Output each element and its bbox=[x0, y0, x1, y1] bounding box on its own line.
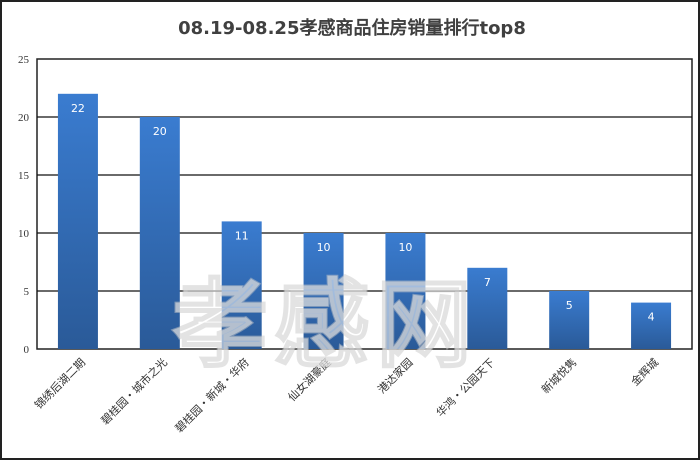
data-label: 22 bbox=[71, 102, 85, 115]
x-tick-label: 金辉城 bbox=[628, 355, 661, 388]
bar bbox=[303, 233, 344, 349]
data-label: 7 bbox=[484, 276, 491, 289]
y-tick-label: 15 bbox=[18, 170, 30, 182]
x-tick-label: 仙女湖豪庭 bbox=[285, 355, 334, 404]
y-tick-label: 0 bbox=[24, 344, 30, 356]
data-label: 20 bbox=[153, 125, 167, 138]
y-tick-label: 5 bbox=[24, 286, 30, 298]
bar bbox=[631, 302, 672, 349]
y-tick-label: 10 bbox=[18, 228, 30, 240]
bar bbox=[467, 267, 508, 349]
data-label: 4 bbox=[648, 311, 655, 324]
data-label: 10 bbox=[398, 241, 412, 254]
x-tick-label: 碧桂园・城市之光 bbox=[98, 355, 170, 427]
y-tick-label: 20 bbox=[18, 112, 30, 124]
bar bbox=[549, 291, 590, 349]
bar bbox=[221, 221, 262, 349]
x-tick-label: 港达家园 bbox=[375, 355, 416, 396]
x-tick-label: 新城悦隽 bbox=[538, 355, 579, 396]
data-label: 10 bbox=[317, 241, 331, 254]
data-label: 5 bbox=[566, 299, 573, 312]
bar bbox=[139, 117, 180, 349]
plot-area bbox=[36, 58, 693, 350]
bar bbox=[57, 93, 98, 349]
x-tick-label: 华鸿・公园天下 bbox=[433, 355, 497, 419]
chart-title: 08.19-08.25孝感商品住房销量排行top8 bbox=[178, 18, 526, 39]
y-tick-label: 25 bbox=[18, 54, 30, 66]
x-tick-label: 碧桂园・新城・华府 bbox=[172, 355, 252, 435]
data-label: 11 bbox=[235, 229, 249, 242]
bar bbox=[385, 233, 426, 349]
x-tick-label: 锦绣后湖二期 bbox=[31, 355, 88, 412]
